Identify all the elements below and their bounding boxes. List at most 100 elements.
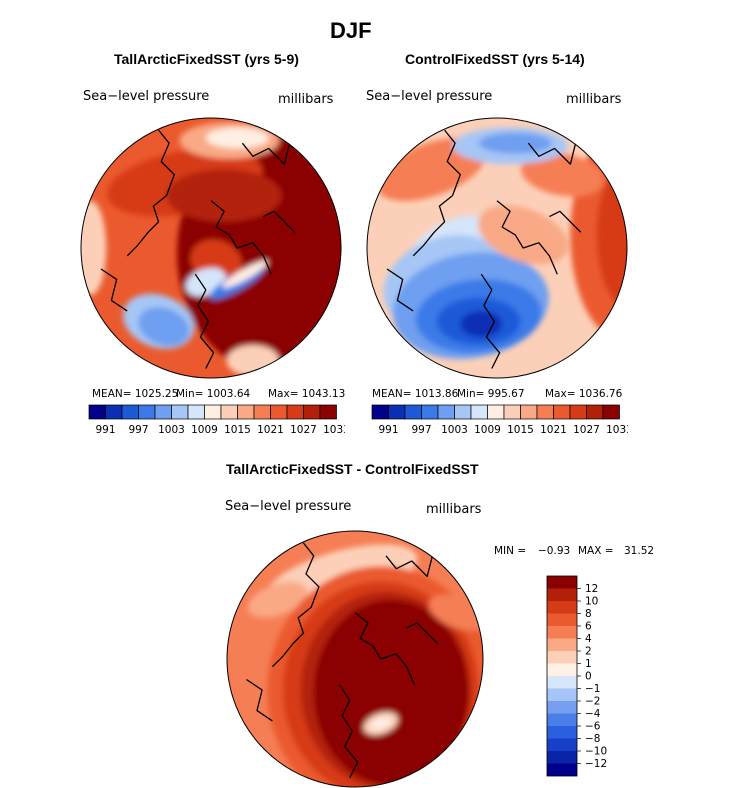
map-boundary bbox=[80, 117, 342, 379]
colorbar-tick-label: 4 bbox=[585, 633, 592, 645]
coastline bbox=[246, 679, 273, 722]
field-contour-region bbox=[313, 599, 469, 786]
diff-max-value: 31.52 bbox=[624, 545, 655, 557]
colorbar-swatch bbox=[602, 404, 620, 420]
colorbar-tick-label: 1015 bbox=[507, 424, 534, 436]
colorbar-swatch bbox=[187, 404, 205, 420]
colorbar-tick-label: 1015 bbox=[224, 424, 251, 436]
map-boundary bbox=[226, 530, 484, 788]
field-contour-region bbox=[138, 307, 190, 347]
polar-map-control bbox=[366, 117, 628, 379]
colorbar-tick-label: 1033 bbox=[323, 424, 345, 436]
colorbar-swatch bbox=[154, 404, 172, 420]
colorbar-swatch bbox=[536, 404, 554, 420]
colorbar-swatch bbox=[138, 404, 156, 420]
colorbar-swatch bbox=[553, 404, 571, 420]
mean-stat-tall: MEAN= 1025.25 bbox=[92, 388, 179, 400]
field-contour-region bbox=[205, 127, 269, 149]
colorbar-swatch bbox=[547, 638, 577, 651]
colorbar-control: 991 997 1003 1009 1015 1021 1027 1033 bbox=[371, 404, 628, 436]
diff-min-label: MIN = bbox=[494, 545, 527, 557]
colorbar-swatch bbox=[171, 404, 189, 420]
colorbar-swatch bbox=[547, 713, 577, 726]
colorbar-tall: 991 997 1003 1009 1015 1021 1027 1033 bbox=[88, 404, 345, 436]
colorbar-tick-label: 0 bbox=[585, 671, 592, 683]
units-label-difference: millibars bbox=[426, 502, 482, 517]
colorbar-swatch bbox=[88, 404, 106, 420]
coastline bbox=[412, 129, 461, 257]
diff-min-value: −0.93 bbox=[538, 545, 571, 557]
colorbar-swatch bbox=[253, 404, 271, 420]
colorbar-tick-label: 12 bbox=[585, 583, 598, 595]
colorbar-swatch bbox=[220, 404, 238, 420]
field-contour-region bbox=[222, 260, 268, 289]
colorbar-swatch bbox=[547, 651, 577, 664]
panel-title-difference: TallArcticFixedSST - ControlFixedSST bbox=[226, 461, 479, 477]
coastline bbox=[241, 142, 291, 165]
coastline bbox=[338, 684, 359, 778]
colorbar-swatch bbox=[487, 404, 505, 420]
colorbar-swatch bbox=[388, 404, 406, 420]
max-stat-control: Max= 1036.76 bbox=[545, 388, 623, 400]
polar-map-tall bbox=[80, 117, 342, 379]
colorbar-swatch bbox=[270, 404, 288, 420]
coastline bbox=[406, 622, 439, 644]
min-stat-tall: Min= 1003.64 bbox=[176, 388, 251, 400]
colorbar-swatch bbox=[586, 404, 604, 420]
colorbar-swatch bbox=[520, 404, 538, 420]
field-contour-region bbox=[478, 132, 553, 154]
colorbar-swatch bbox=[569, 404, 587, 420]
colorbar-tick-label: −1 bbox=[585, 683, 600, 695]
field-label-control: Sea−level pressure bbox=[366, 89, 493, 104]
colorbar-tick-label: 1027 bbox=[290, 424, 317, 436]
colorbar-tick-label: 1 bbox=[585, 658, 592, 670]
field-contour-region bbox=[226, 344, 280, 377]
field-contour-region bbox=[166, 169, 282, 222]
coastline bbox=[126, 129, 175, 257]
field-contour-region bbox=[370, 717, 391, 730]
field-label-tall: Sea−level pressure bbox=[83, 89, 210, 104]
colorbar-swatch bbox=[303, 404, 321, 420]
colorbar-tick-label: 1021 bbox=[540, 424, 567, 436]
coastline bbox=[386, 268, 414, 312]
page-title: DJF bbox=[330, 18, 372, 43]
coastline bbox=[263, 210, 296, 233]
colorbar-swatch bbox=[547, 726, 577, 739]
colorbar-swatch bbox=[470, 404, 488, 420]
coastline bbox=[549, 210, 582, 233]
colorbar-tick-label: 997 bbox=[411, 424, 431, 436]
colorbar-tick-label: −12 bbox=[585, 758, 607, 770]
colorbar-swatch bbox=[503, 404, 521, 420]
coastline bbox=[496, 200, 558, 275]
panel-title-control: ControlFixedSST (yrs 5-14) bbox=[405, 51, 585, 67]
colorbar-swatch bbox=[547, 601, 577, 614]
colorbar-swatch bbox=[547, 676, 577, 689]
colorbar-tick-label: 991 bbox=[378, 424, 398, 436]
colorbar-swatch bbox=[105, 404, 123, 420]
field-contour-region bbox=[460, 310, 503, 338]
units-label-control: millibars bbox=[566, 92, 622, 107]
colorbar-tick-label: −10 bbox=[585, 746, 607, 758]
map-boundary bbox=[366, 117, 628, 379]
colorbar-tick-label: 1021 bbox=[257, 424, 284, 436]
diff-max-label: MAX = bbox=[578, 545, 614, 557]
colorbar-tick-label: 991 bbox=[95, 424, 115, 436]
panel-title-tall: TallArcticFixedSST (yrs 5-9) bbox=[114, 51, 299, 67]
colorbar-swatch bbox=[319, 404, 337, 420]
field-contour-region bbox=[477, 205, 569, 265]
polar-map-difference bbox=[226, 530, 484, 788]
colorbar-tick-label: −4 bbox=[585, 708, 601, 720]
colorbar-tick-label: −6 bbox=[585, 721, 601, 733]
colorbar-swatch bbox=[204, 404, 222, 420]
field-contour-region bbox=[521, 152, 604, 197]
units-label-tall: millibars bbox=[278, 92, 334, 107]
colorbar-swatch bbox=[547, 663, 577, 676]
colorbar-tick-label: 1009 bbox=[191, 424, 218, 436]
colorbar-tick-label: 2 bbox=[585, 646, 592, 658]
colorbar-swatch bbox=[237, 404, 255, 420]
mean-stat-control: MEAN= 1013.86 bbox=[372, 388, 459, 400]
coastline bbox=[527, 142, 577, 165]
colorbar-tick-label: 8 bbox=[585, 608, 592, 620]
colorbar-tick-label: 1009 bbox=[474, 424, 501, 436]
